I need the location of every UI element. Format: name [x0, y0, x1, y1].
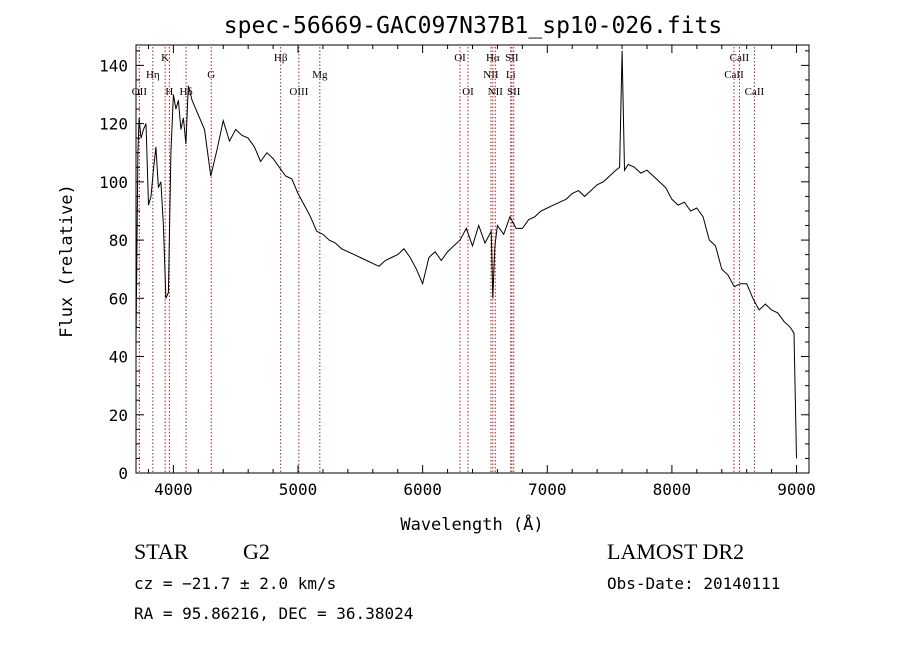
line-marker-label: CaII — [730, 52, 750, 64]
line-marker-label: Hβ — [274, 52, 288, 64]
y-tick-label: 80 — [109, 231, 128, 250]
x-tick-label: 5000 — [279, 480, 318, 499]
x-tick-label: 4000 — [154, 480, 193, 499]
y-tick-label: 0 — [118, 464, 128, 483]
object-class: STAR — [134, 539, 189, 564]
x-axis-ticks: 4000 5000 6000 7000 8000 9000 — [147, 45, 816, 499]
survey-name: LAMOST DR2 — [607, 539, 744, 564]
line-marker-label: Mg — [312, 69, 328, 81]
y-tick-label: 140 — [99, 56, 128, 75]
chart-title: spec-56669-GAC097N37B1_sp10-026.fits — [224, 13, 723, 39]
plot-frame — [135, 44, 810, 474]
line-marker-label: OIII — [289, 86, 308, 98]
line-marker-label: NII — [483, 69, 499, 81]
line-marker-label: G — [207, 69, 215, 81]
redshift-velocity: cz = −21.7 ± 2.0 km/s — [134, 574, 336, 593]
y-tick-label: 20 — [109, 406, 128, 425]
y-axis-label: Flux (relative) — [57, 184, 77, 338]
y-tick-label: 100 — [99, 173, 128, 192]
y-tick-label: 120 — [99, 115, 128, 134]
x-tick-label: 9000 — [777, 480, 816, 499]
line-marker-label: H — [165, 86, 173, 98]
line-marker-label: Li — [506, 69, 516, 81]
x-axis-label: Wavelength (Å) — [400, 513, 543, 535]
y-axis-ticks: 0 20 40 60 80 100 120 140 — [99, 50, 809, 483]
spectrum-line — [135, 50, 797, 459]
line-marker-label: SII — [507, 86, 521, 98]
line-marker-label: OI — [454, 52, 466, 64]
y-tick-label: 60 — [109, 289, 128, 308]
x-tick-label: 8000 — [653, 480, 692, 499]
line-marker-label: OI — [462, 86, 474, 98]
line-marker-label: OII — [132, 86, 148, 98]
line-markers — [138, 47, 755, 473]
line-marker-label: Hα — [486, 52, 500, 64]
observation-date: Obs-Date: 20140111 — [607, 574, 780, 593]
line-marker-label: NII — [488, 86, 504, 98]
y-tick-label: 40 — [109, 348, 128, 367]
line-marker-label: Hη — [146, 69, 160, 81]
coordinates: RA = 95.86216, DEC = 36.38024 — [134, 604, 413, 623]
x-tick-label: 7000 — [528, 480, 567, 499]
line-marker-label: CaII — [745, 86, 765, 98]
line-marker-label: SII — [505, 52, 519, 64]
x-tick-label: 6000 — [403, 480, 442, 499]
object-subclass: G2 — [243, 539, 270, 564]
line-marker-label: CaII — [724, 69, 744, 81]
line-marker-label: K — [161, 52, 169, 64]
